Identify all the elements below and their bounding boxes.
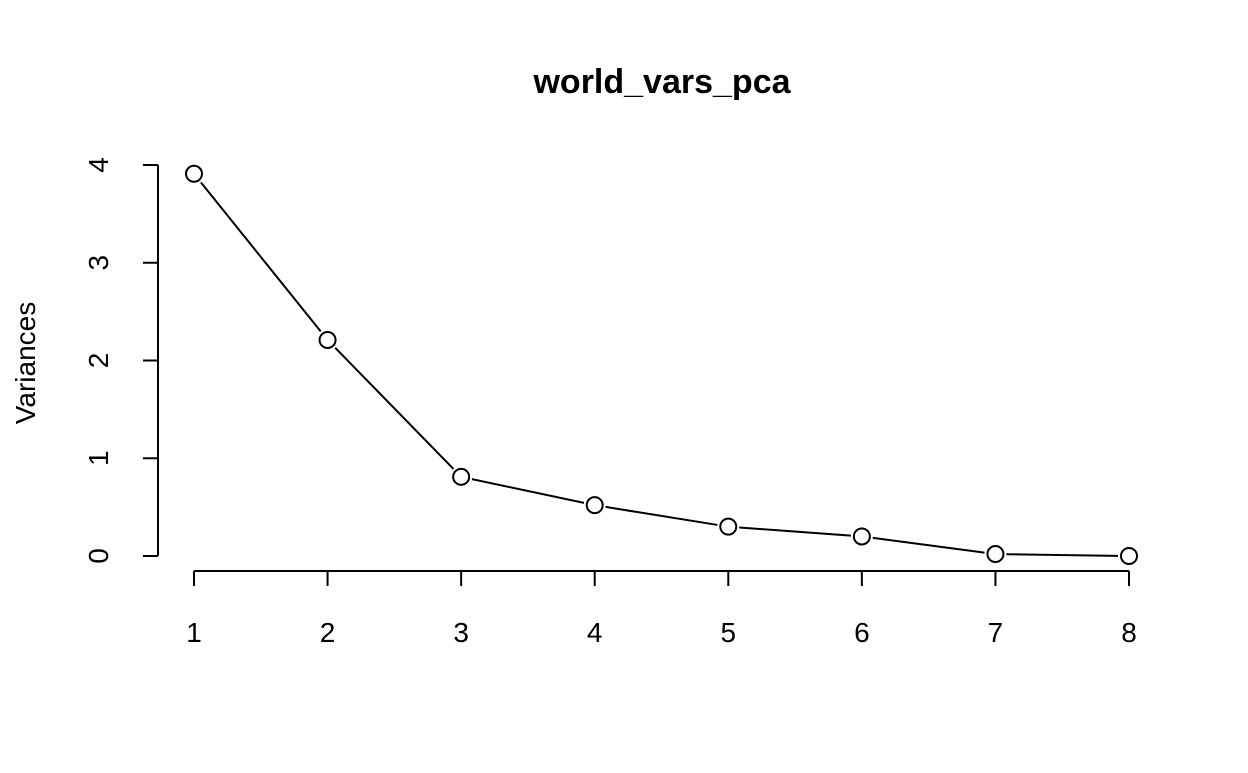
x-tick-label: 8 bbox=[1121, 617, 1137, 648]
y-tick-label: 3 bbox=[83, 255, 114, 271]
chart-title: world_vars_pca bbox=[532, 63, 791, 101]
series-line-segment bbox=[739, 526, 851, 537]
series-line-segment bbox=[334, 347, 455, 470]
data-point bbox=[852, 527, 871, 546]
y-tick-label: 0 bbox=[83, 548, 114, 564]
data-point bbox=[719, 517, 738, 536]
series-line-segment bbox=[200, 181, 322, 333]
y-tick-label: 2 bbox=[83, 353, 114, 369]
y-tick-label: 1 bbox=[83, 450, 114, 466]
series-line-segment bbox=[605, 505, 718, 526]
data-point bbox=[1120, 547, 1138, 565]
x-tick-label: 6 bbox=[854, 617, 870, 648]
series-line-segment bbox=[471, 478, 585, 504]
x-tick-label: 5 bbox=[720, 617, 736, 648]
data-point bbox=[585, 496, 604, 515]
data-point bbox=[185, 164, 203, 183]
x-tick-label: 7 bbox=[988, 617, 1004, 648]
series bbox=[185, 164, 1138, 565]
y-axis-label: Variances bbox=[10, 302, 41, 424]
x-tick-label: 3 bbox=[453, 617, 469, 648]
data-point bbox=[986, 545, 1005, 564]
data-point bbox=[452, 467, 471, 486]
y-tick-label: 4 bbox=[83, 157, 114, 173]
axes: 1 2 3 4 5 6 7 8 0 1 2 3 4 bbox=[83, 157, 1137, 648]
data-point bbox=[318, 330, 337, 349]
series-line-segment bbox=[1006, 553, 1119, 557]
series-line-segment bbox=[872, 536, 985, 554]
x-tick-label: 1 bbox=[186, 617, 202, 648]
x-tick-label: 2 bbox=[320, 617, 336, 648]
x-tick-label: 4 bbox=[587, 617, 603, 648]
